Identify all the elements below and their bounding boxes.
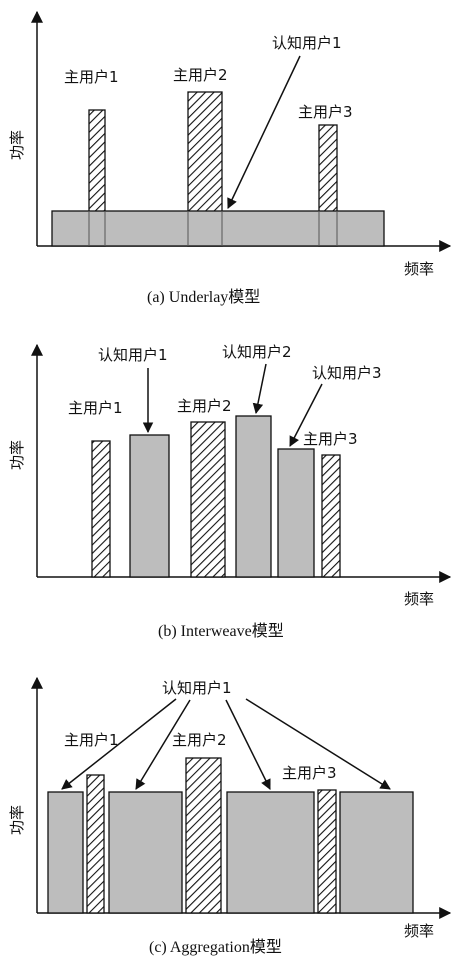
panel-underlay: 功率 频率 主用户1 主用户2 主用户3 认知用户1 (a) Underlay模… <box>8 10 452 306</box>
primary-user-1-bar <box>86 774 105 914</box>
y-axis-label: 功率 <box>8 805 26 835</box>
cognitive-arrow <box>227 55 301 209</box>
primary-user-2-bar <box>190 421 226 578</box>
primary-user-2-label: 主用户2 <box>173 66 228 84</box>
primary-user-1-label: 主用户1 <box>64 731 119 749</box>
cognitive-user-1-label: 认知用户1 <box>272 34 342 52</box>
y-axis-label: 功率 <box>8 440 26 470</box>
panel-caption: (a) Underlay模型 <box>147 288 260 306</box>
cognitive-user-3-bar <box>277 448 315 578</box>
x-axis-label: 频率 <box>404 590 434 608</box>
cognitive-arrow <box>61 698 177 790</box>
cognitive-user-1-band <box>51 210 385 247</box>
panel-caption: (b) Interweave模型 <box>158 622 284 640</box>
primary-user-1-label: 主用户1 <box>68 399 123 417</box>
cognitive-user-1-label: 认知用户1 <box>162 679 232 697</box>
primary-user-3-bar <box>317 789 337 914</box>
primary-user-2-bar <box>185 757 222 914</box>
cognitive-arrow <box>135 699 191 790</box>
primary-user-2-label: 主用户2 <box>172 731 227 749</box>
panel-interweave: 功率 频率 认知用户1 认知用户2 认知用户3 主用户1 主用户2 主用户3 (… <box>8 343 452 640</box>
cognitive-user-1-bar <box>129 434 170 578</box>
primary-user-1-bar <box>91 440 111 578</box>
primary-user-3-bar <box>321 454 341 578</box>
cognitive-arrow <box>225 699 271 790</box>
cognitive-2-arrow <box>252 363 267 415</box>
primary-user-3-label: 主用户3 <box>282 764 337 782</box>
primary-user-3-label: 主用户3 <box>303 430 358 448</box>
cognitive-user-1-segment <box>108 791 183 914</box>
primary-user-1-label: 主用户1 <box>64 68 119 86</box>
y-axis-label: 功率 <box>8 130 26 160</box>
cognitive-user-2-label: 认知用户2 <box>222 343 292 361</box>
cognitive-user-1-segment <box>226 791 315 914</box>
cognitive-3-arrow <box>289 383 323 447</box>
cognitive-user-1-segment <box>339 791 414 914</box>
cognitive-user-2-bar <box>235 415 272 578</box>
cognitive-arrow <box>245 698 391 790</box>
cognitive-user-3-label: 认知用户3 <box>312 364 382 382</box>
cognitive-user-1-label: 认知用户1 <box>98 346 168 364</box>
x-axis-label: 频率 <box>404 922 434 940</box>
panel-caption: (c) Aggregation模型 <box>149 938 282 956</box>
panel-aggregation: 功率 频率 认知用户1 主用户1 主用户2 主用户3 (c) Aggregati… <box>8 676 452 956</box>
primary-user-3-label: 主用户3 <box>298 103 353 121</box>
cognitive-user-1-segment <box>47 791 84 914</box>
x-axis-label: 频率 <box>404 260 434 278</box>
primary-user-2-label: 主用户2 <box>177 397 232 415</box>
